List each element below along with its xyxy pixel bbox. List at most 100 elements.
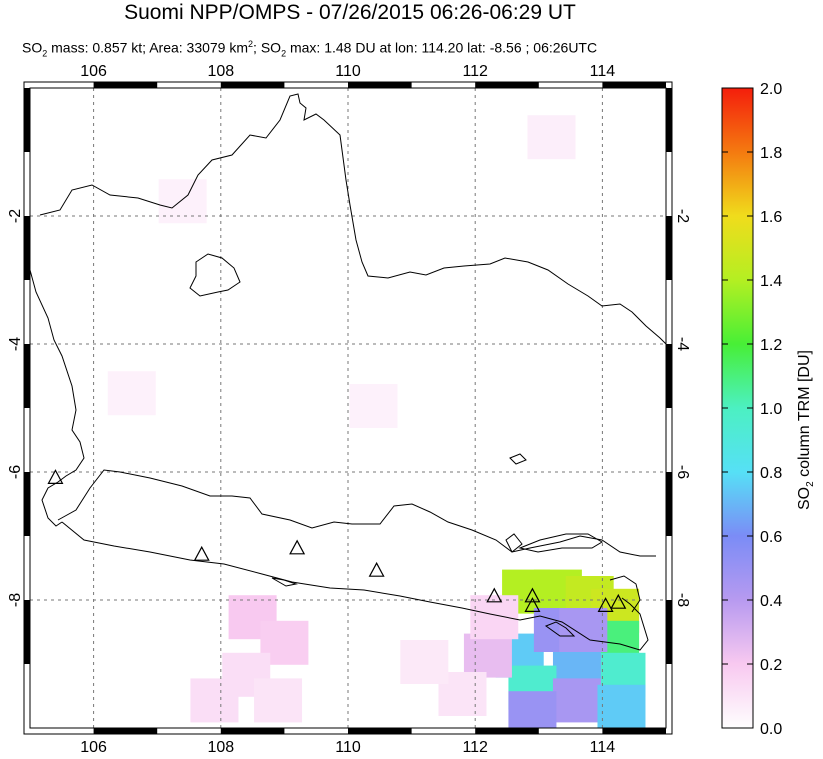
colorbar-tick-label: 1.0 [760, 401, 782, 418]
subtitle-max-sub: 2 [281, 48, 287, 59]
small-island-3 [271, 577, 298, 587]
frame-bar-right [666, 216, 672, 280]
map-title: Suomi NPP/OMPS - 07/26/2015 06:26-06:29 … [124, 1, 576, 24]
lon-tick-label-top: 106 [80, 63, 107, 80]
java-north-coast [57, 469, 656, 557]
frame-bar-left [24, 344, 30, 408]
outer-frame [23, 81, 673, 735]
lat-tick-label-left: -8 [7, 593, 24, 607]
so2-cell [349, 384, 398, 428]
frame-bar-bottom [602, 728, 666, 734]
so2-cell [254, 678, 303, 723]
subtitle-max: max: 1.48 DU at lon: 114.20 lat: -8.56 ;… [286, 39, 598, 56]
lon-tick-label-top: 112 [462, 63, 488, 80]
volcano-marker-icon [610, 593, 627, 609]
volcano-marker-icon [524, 587, 541, 603]
frame-bar-right [666, 472, 672, 536]
sumatra-coast [30, 269, 85, 527]
so2-cell [527, 115, 576, 160]
so2-cell [400, 640, 449, 684]
frame-bar-right [666, 600, 672, 664]
colorbar-tick-label: 1.2 [760, 337, 782, 354]
volcano-marker-icon [486, 587, 503, 603]
volcano-marker-icon [289, 539, 306, 555]
so2-cell [190, 678, 239, 723]
subtitle-mass: mass: 0.857 kt; Area: 33079 km [47, 39, 249, 56]
frame-bar-left [24, 472, 30, 536]
frame-bar-left [24, 216, 30, 280]
frame-bar-right [666, 344, 672, 408]
frame-bar-top [93, 82, 158, 88]
frame-bar-bottom [475, 728, 539, 734]
frame-bar-left [24, 600, 30, 664]
so2-cell [552, 678, 601, 723]
colorbar-title: SO2 column TRM [DU] [796, 310, 818, 510]
coastlines [30, 93, 666, 651]
borneo-coast [39, 93, 666, 345]
lon-tick-label-bottom: 106 [80, 739, 107, 756]
java-south-coast [61, 521, 649, 651]
so2-cell [508, 691, 557, 728]
so2-cell [107, 371, 156, 416]
lat-tick-label-left: -4 [7, 337, 24, 351]
cb-title-sub: 2 [805, 481, 817, 487]
frame-bar-bottom [348, 728, 412, 734]
small-island-1 [509, 453, 527, 465]
so2-cell [463, 633, 512, 678]
so2-cell [559, 608, 608, 652]
so2-cell [158, 179, 207, 224]
lat-tick-label-right: -4 [674, 337, 691, 351]
axis-tick-labels: 106 106 108 108 110 110 112 112 114 114 -2 -2 -4 -4 -6… [7, 63, 691, 756]
madura-island [518, 533, 603, 553]
volcano-marker-icon [597, 597, 614, 613]
map-subtitle: SO2 mass: 0.857 kt; Area: 33079 km2; SO2… [22, 35, 597, 62]
cb-title-prefix: SO [796, 486, 813, 510]
frame-bar-top [348, 82, 412, 88]
frame-bar-left [24, 88, 30, 152]
colorbar-tick-label: 2.0 [760, 81, 782, 98]
colorbar-tick-label: 0.2 [760, 657, 782, 674]
volcano-markers [47, 469, 627, 613]
lat-tick-label-right: -6 [674, 465, 691, 479]
colorbar-tick-label: 0.6 [760, 529, 782, 546]
lon-tick-label-top: 110 [335, 63, 361, 80]
lat-tick-label-right: -2 [674, 209, 691, 223]
frame-bar-top [602, 82, 666, 88]
frame-bar-bottom [93, 728, 158, 734]
map-grid [30, 88, 666, 728]
lon-tick-label-bottom: 114 [590, 739, 616, 756]
lon-tick-label-top: 108 [207, 63, 234, 80]
bangka-island [189, 253, 241, 297]
subtitle-so2-sub: 2 [42, 48, 48, 59]
small-island-2 [505, 533, 523, 553]
map-frame-bars [23, 81, 673, 735]
so2-cells [107, 115, 646, 728]
frame-bar-right [666, 88, 672, 152]
colorbar-tick-label: 1.4 [760, 273, 782, 290]
volcano-marker-icon [193, 545, 210, 561]
colorbar-tick-label: 1.6 [760, 209, 782, 226]
frame-bar-bottom [220, 728, 285, 734]
colorbar-tick-label: 0.4 [760, 593, 782, 610]
so2-cell [597, 684, 646, 728]
subtitle-sep: ; SO [253, 39, 282, 56]
lon-tick-label-bottom: 110 [335, 739, 361, 756]
frame-bar-top [475, 82, 539, 88]
bali-lombok [609, 575, 641, 613]
subtitle-so2: SO [22, 39, 43, 56]
colorbar-ticks: 2.0 1.8 1.6 1.4 1.2 1.0 0.8 0.6 0.4 0.2 0.0 [722, 81, 782, 738]
colorbar-tick-label: 0.8 [760, 465, 782, 482]
small-island-4 [544, 621, 576, 637]
colorbar-tick-label: 1.8 [760, 145, 782, 162]
lon-tick-label-top: 114 [590, 63, 616, 80]
so2-cell [470, 595, 519, 640]
lat-tick-label-left: -2 [7, 209, 24, 223]
volcano-marker-icon [524, 597, 541, 613]
lon-tick-label-bottom: 112 [462, 739, 488, 756]
subtitle-area-sup: 2 [248, 39, 254, 49]
volcano-marker-icon [368, 561, 385, 577]
volcano-marker-icon [47, 469, 64, 484]
cb-title-suffix: column TRM [DU] [796, 350, 813, 482]
lat-tick-label-left: -6 [7, 465, 24, 479]
